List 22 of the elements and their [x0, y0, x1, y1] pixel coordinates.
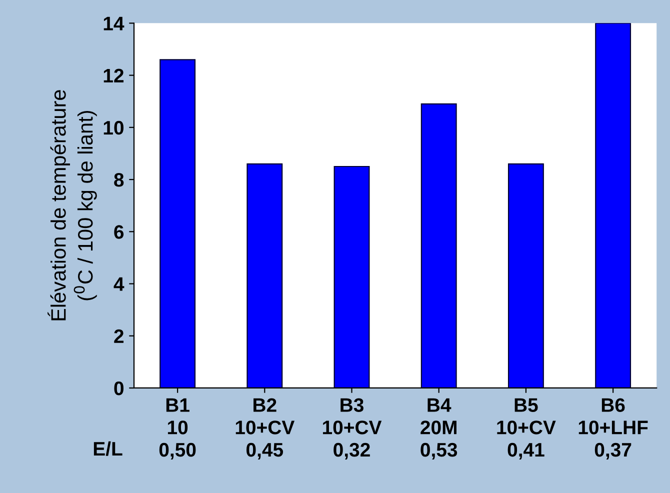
x-tick-label: B3 10+CV 0,32 — [322, 398, 382, 460]
bar — [334, 166, 370, 388]
x-tick-label: B5 10+CV 0,41 — [497, 398, 556, 460]
text: E/L — [94, 441, 122, 456]
bar — [508, 163, 544, 388]
y-tick-label: 14 — [104, 16, 124, 30]
y-tick-label: 4 — [114, 277, 124, 291]
bar — [420, 103, 457, 388]
y-tick-label: 12 — [104, 68, 124, 82]
y-tick-label: 0 — [114, 381, 124, 396]
x-tick-label: B1 10 0,50 — [159, 398, 196, 460]
y-tick-label: 2 — [114, 329, 124, 343]
x-tick-label: B6 10+LHF 0,37 — [578, 398, 648, 460]
y-tick-label: 10 — [104, 120, 124, 135]
x-tick-label: B2 10+CV 0,45 — [236, 398, 295, 460]
bar — [595, 23, 632, 388]
y-axis-title: Élévation de température ($^{0}$C / 100 kg de liant) — [48, 90, 97, 320]
y-tick-label: 6 — [114, 225, 124, 239]
x-tick-label: B4 20M 0,53 — [420, 398, 458, 460]
y-tick-label: 8 — [114, 172, 124, 187]
bar — [160, 59, 196, 388]
bar — [246, 163, 283, 388]
